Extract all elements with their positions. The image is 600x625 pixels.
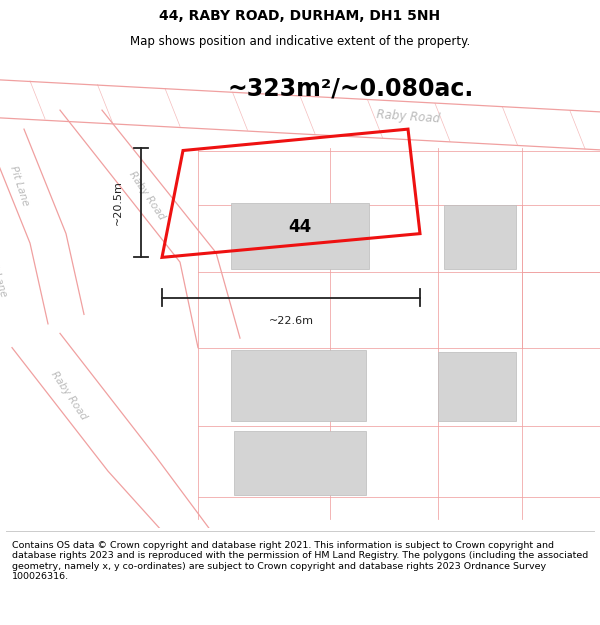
Polygon shape [231,202,369,269]
Text: ~22.6m: ~22.6m [269,316,314,326]
Text: Contains OS data © Crown copyright and database right 2021. This information is : Contains OS data © Crown copyright and d… [12,541,588,581]
Text: 44: 44 [289,217,311,236]
Polygon shape [231,350,366,421]
Polygon shape [12,333,216,538]
Text: Pit Lane: Pit Lane [0,255,8,298]
Text: Raby Road: Raby Road [376,107,440,125]
Polygon shape [444,205,516,269]
Text: ~20.5m: ~20.5m [113,180,123,225]
Polygon shape [438,352,516,421]
Text: 44, RABY ROAD, DURHAM, DH1 5NH: 44, RABY ROAD, DURHAM, DH1 5NH [160,9,440,23]
Polygon shape [0,79,600,151]
Text: Map shows position and indicative extent of the property.: Map shows position and indicative extent… [130,35,470,48]
Polygon shape [0,129,84,324]
Polygon shape [60,110,240,348]
Text: Raby Road: Raby Road [49,369,89,421]
Text: Raby Road: Raby Road [127,169,167,222]
Text: Pit Lane: Pit Lane [8,165,31,208]
Polygon shape [234,431,366,495]
Text: ~323m²/~0.080ac.: ~323m²/~0.080ac. [228,77,474,101]
